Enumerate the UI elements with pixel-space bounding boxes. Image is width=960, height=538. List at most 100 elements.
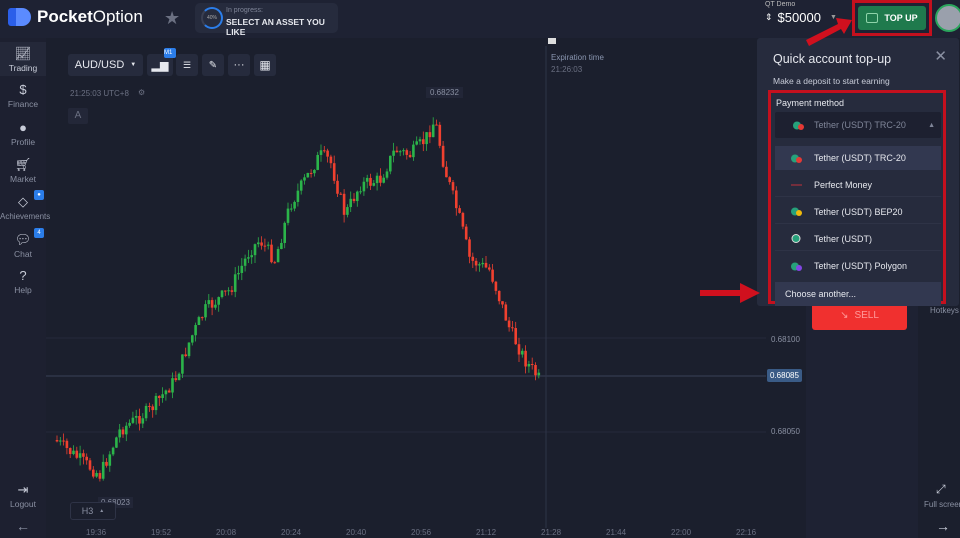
chart-line-icon: 📈︎	[14, 46, 32, 61]
payment-option-bep20[interactable]: Tether (USDT) BEP20	[775, 200, 941, 224]
arrow-right-icon[interactable]: →	[936, 518, 950, 534]
candle	[365, 177, 369, 182]
candle	[82, 453, 85, 457]
candle	[207, 300, 211, 305]
candle	[385, 171, 389, 178]
time-tick: 19:36	[86, 528, 107, 537]
logout-icon: ⇥	[17, 482, 29, 497]
top-up-button[interactable]: TOP UP	[858, 6, 926, 30]
logout-button[interactable]: ⇥ Logout	[0, 482, 46, 509]
candle	[392, 150, 395, 156]
candle	[237, 272, 240, 275]
payment-option-usdt[interactable]: Tether (USDT)	[775, 227, 941, 251]
candle	[313, 169, 316, 174]
sidebar-item-help[interactable]: ? Help	[0, 268, 46, 295]
candle	[455, 190, 458, 209]
candle	[200, 317, 204, 319]
timeframe-select[interactable]: H3 ▲	[70, 502, 116, 520]
chart-type-button[interactable]: ▂▆ M1	[147, 48, 176, 76]
candle	[484, 262, 488, 268]
hotkeys-button[interactable]: Hotkeys	[930, 306, 959, 315]
candle	[497, 290, 501, 302]
indicator-button[interactable]: A	[68, 108, 88, 124]
candle	[161, 394, 164, 399]
candle	[488, 267, 491, 270]
candle	[521, 350, 524, 355]
candle	[398, 151, 402, 153]
candle	[68, 448, 72, 455]
candle	[240, 265, 244, 273]
arrow-down-icon: ↘	[840, 309, 849, 321]
candle	[329, 156, 333, 164]
current-price-label: 0.68085	[767, 369, 802, 382]
grid-icon: ▦	[259, 58, 271, 72]
candle	[250, 255, 253, 258]
top-bar: Pocket Option ★ 40% In progress: SELECT A…	[0, 0, 960, 38]
candle	[382, 177, 385, 183]
fullscreen-icon[interactable]: ⤢	[936, 482, 946, 496]
price-tick: 0.68100	[771, 335, 800, 344]
progress-ring: 40%	[201, 7, 223, 29]
candle	[408, 154, 412, 158]
candle	[349, 198, 352, 208]
candle	[247, 257, 250, 259]
candle	[141, 418, 145, 424]
sidebar-item-finance[interactable]: $ Finance	[0, 82, 46, 109]
more-button[interactable]: ···	[228, 54, 250, 76]
asset-selector[interactable]: AUD/USD ▼	[68, 54, 143, 76]
candle	[395, 150, 399, 153]
chat-badge: 4	[34, 228, 44, 238]
candle	[478, 264, 481, 266]
diamond-icon: ◇ ●	[0, 190, 46, 209]
candle	[491, 269, 494, 282]
sidebar-item-chat[interactable]: 💬︎ 4 Chat	[0, 228, 46, 259]
progress-widget[interactable]: 40% In progress: SELECT AN ASSET YOU LIK…	[195, 3, 338, 37]
candle	[253, 244, 257, 256]
candle	[191, 335, 194, 343]
candle	[290, 208, 293, 210]
sidebar-item-market[interactable]: 🛒︎ Market	[0, 157, 46, 184]
sidebar-item-achievements[interactable]: ◇ ● Achievements	[0, 190, 51, 221]
candle	[59, 440, 62, 442]
payment-option-polygon[interactable]: Tether (USDT) Polygon	[775, 254, 941, 278]
candle	[415, 141, 418, 145]
settings-gear-icon[interactable]: ⚙	[138, 88, 146, 97]
sidebar-item-trading[interactable]: 📈︎ Trading	[0, 42, 46, 76]
favorite-star-icon[interactable]: ★	[164, 8, 181, 28]
candle	[356, 191, 359, 202]
candle	[517, 344, 521, 355]
achievements-badge: ●	[34, 190, 44, 200]
avatar[interactable]	[935, 4, 960, 32]
layout-button[interactable]: ▦	[254, 54, 276, 76]
payment-method-select[interactable]: Tether (USDT) TRC-20 ▲	[775, 112, 941, 138]
logo[interactable]: Pocket Option	[8, 6, 143, 28]
candle	[342, 193, 346, 215]
close-icon[interactable]: ✕	[934, 48, 947, 65]
candle	[412, 144, 415, 158]
high-price-label: 0.68232	[426, 87, 463, 98]
price-axis: 0.68100 0.68085 0.68050	[766, 38, 806, 538]
candle	[316, 154, 319, 170]
candle	[309, 172, 313, 174]
time-tick: 20:40	[346, 528, 367, 537]
candle	[501, 301, 504, 305]
indicators-button[interactable]: ☰	[176, 54, 198, 76]
arrow-left-icon[interactable]: ←	[16, 518, 30, 534]
candle	[339, 193, 343, 195]
payment-option-perfect-money[interactable]: Perfect Money	[775, 173, 941, 197]
drawing-button[interactable]: ✎	[202, 54, 224, 76]
balance[interactable]: QT Demo ⇕ $50000 ▼	[765, 1, 837, 25]
chart-area[interactable]: AUD/USD ▼ ▂▆ M1 ☰ ✎ ··· ▦ 21:25:03 UTC+8 ⚙…	[46, 38, 766, 538]
choose-another-button[interactable]: Choose another...	[775, 282, 941, 306]
candle	[435, 124, 438, 126]
candle	[280, 242, 283, 250]
tether-bep20-icon	[791, 207, 802, 216]
sidebar-item-profile[interactable]: ● Profile	[0, 120, 46, 147]
topup-highlight: TOP UP	[852, 0, 932, 36]
candle	[151, 406, 154, 411]
candle	[243, 258, 247, 266]
payment-option-trc20[interactable]: Tether (USDT) TRC-20	[775, 146, 941, 170]
candle	[88, 460, 92, 470]
logo-icon	[8, 6, 32, 28]
candle	[217, 297, 220, 305]
